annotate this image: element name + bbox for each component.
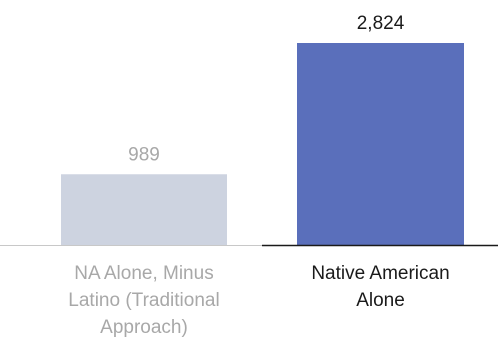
- category-labels-layer: NA Alone, Minus Latino (Traditional Approa…: [68, 263, 449, 338]
- category-label-0-line-2: Approach): [100, 317, 188, 338]
- category-label-0-line-0: NA Alone, Minus: [74, 263, 213, 284]
- bar-1: [297, 43, 464, 245]
- value-label-1: 2,824: [357, 13, 405, 34]
- value-label-0: 989: [128, 144, 160, 165]
- category-label-1-line-1: Alone: [356, 290, 405, 311]
- category-label-0-line-1: Latino (Traditional: [68, 290, 219, 311]
- bars-layer: [61, 43, 464, 245]
- value-labels-layer: 989 2,824: [128, 13, 405, 165]
- category-label-1-line-0: Native American: [311, 263, 449, 284]
- bar-0: [61, 174, 227, 245]
